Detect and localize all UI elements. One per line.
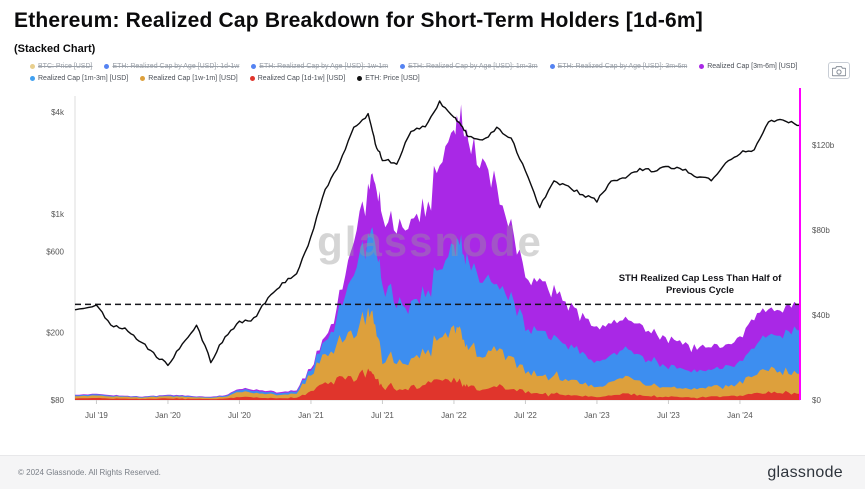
chart-subtitle: (Stacked Chart) xyxy=(14,43,96,55)
glassnode-logo: glassnode xyxy=(767,463,843,481)
legend-label: ETH: Price [USD] xyxy=(365,75,420,82)
legend-dot xyxy=(30,76,35,81)
legend-item[interactable]: ETH: Realized Cap by Age [USD]: 1d-1w xyxy=(104,63,239,70)
legend-label: ETH: Realized Cap by Age [USD]: 1d-1w xyxy=(112,63,240,70)
x-tick-label: Jul '22 xyxy=(514,411,537,420)
camera-icon xyxy=(832,65,846,76)
y-right-tick-label: $120b xyxy=(812,141,835,150)
glassnode-watermark: glassnode xyxy=(317,218,543,265)
y-right-tick-label: $0 xyxy=(812,396,821,405)
legend-dot xyxy=(400,64,406,69)
page-title: Ethereum: Realized Cap Breakdown for Sho… xyxy=(14,9,703,32)
x-tick-label: Jan '23 xyxy=(584,411,610,420)
legend-dot xyxy=(549,64,555,69)
legend-item[interactable]: Realized Cap [3m-6m] [USD] xyxy=(699,63,797,70)
legend-item[interactable]: ETH: Realized Cap by Age [USD]: 3m-6m xyxy=(549,63,688,70)
legend-dot xyxy=(104,64,110,69)
legend-label: Realized Cap [1w-1m] [USD] xyxy=(148,75,238,82)
x-tick-label: Jul '21 xyxy=(371,411,394,420)
stacked-area-3 xyxy=(75,227,800,400)
legend-row: BTC: Price [USD] ETH: Realized Cap by Age… xyxy=(30,62,805,71)
legend: BTC: Price [USD] ETH: Realized Cap by Age… xyxy=(30,62,805,83)
x-tick-label: Jul '20 xyxy=(228,411,251,420)
legend-item[interactable]: ETH: Realized Cap by Age [USD]: 1m-3m xyxy=(400,63,538,70)
legend-dot xyxy=(357,76,363,81)
legend-label: ETH: Realized Cap by Age [USD]: 1m-3m xyxy=(408,63,538,70)
chart-area: glassnode STH Realized Cap Less Than Half… xyxy=(0,88,865,438)
legend-label: BTC: Price [USD] xyxy=(38,63,93,70)
legend-item[interactable]: Realized Cap [1m-3m] [USD] xyxy=(30,75,128,82)
legend-label: Realized Cap [1m-3m] [USD] xyxy=(38,75,129,82)
legend-item[interactable]: Realized Cap [1w-1m] [USD] xyxy=(140,75,238,82)
legend-label: Realized Cap [1d-1w] [USD] xyxy=(257,75,346,82)
chart-canvas[interactable]: glassnode STH Realized Cap Less Than Half… xyxy=(0,88,865,438)
y-right-tick-label: $80b xyxy=(812,226,830,235)
x-tick-label: Jan '20 xyxy=(155,411,181,420)
legend-dot xyxy=(699,64,705,69)
footer: © 2024 Glassnode. All Rights Reserved. g… xyxy=(0,455,865,489)
y-left-tick-label: $600 xyxy=(46,248,64,257)
x-tick-label: Jan '22 xyxy=(441,411,467,420)
annotation-text: STH Realized Cap Less Than Half of xyxy=(619,273,782,284)
x-tick-label: Jul '23 xyxy=(657,411,680,420)
x-tick-label: Jan '21 xyxy=(298,411,324,420)
stacked-area-4 xyxy=(75,104,800,401)
stacked-area-2 xyxy=(75,307,800,400)
legend-item[interactable]: ETH: Price [USD] xyxy=(357,75,420,82)
legend-label: Realized Cap [3m-6m] [USD] xyxy=(707,63,798,70)
stacked-area-1 xyxy=(75,368,800,400)
y-left-tick-label: $200 xyxy=(46,329,64,338)
legend-row: Realized Cap [1m-3m] [USD] Realized Cap [… xyxy=(30,74,805,83)
annotation-text: Previous Cycle xyxy=(666,285,734,296)
legend-dot xyxy=(140,76,146,81)
y-left-tick-label: $80 xyxy=(51,396,65,405)
x-tick-label: Jan '24 xyxy=(727,411,753,420)
copyright-text: © 2024 Glassnode. All Rights Reserved. xyxy=(18,468,161,477)
legend-item[interactable]: ETH: Realized Cap by Age [USD]: 1w-1m xyxy=(251,63,388,70)
y-left-tick-label: $4k xyxy=(51,108,65,117)
y-right-tick-label: $40b xyxy=(812,311,830,320)
legend-dot xyxy=(249,76,255,81)
y-left-tick-label: $1k xyxy=(51,210,65,219)
legend-label: ETH: Realized Cap by Age [USD]: 1w-1m xyxy=(259,63,389,70)
legend-dot xyxy=(251,64,257,69)
x-tick-label: Jul '19 xyxy=(85,411,108,420)
legend-label: ETH: Realized Cap by Age [USD]: 3m-6m xyxy=(557,63,688,70)
export-chart-button[interactable] xyxy=(828,62,850,79)
legend-item[interactable]: BTC: Price [USD] xyxy=(30,63,92,70)
eth-price-line xyxy=(74,100,800,367)
legend-item[interactable]: Realized Cap [1d-1w] [USD] xyxy=(249,75,346,82)
legend-dot xyxy=(30,64,35,69)
